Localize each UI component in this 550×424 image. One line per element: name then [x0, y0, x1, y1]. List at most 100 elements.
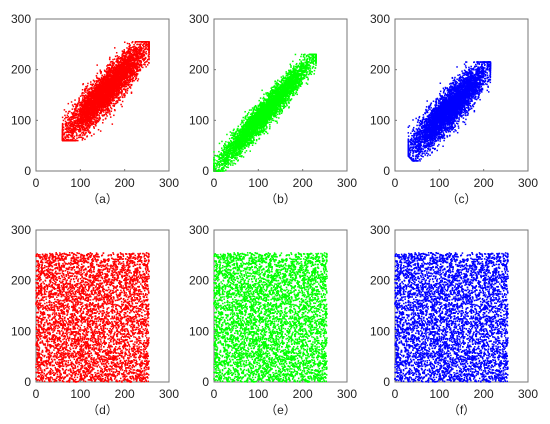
data-point: [124, 95, 126, 97]
data-point: [106, 84, 108, 86]
data-point: [102, 103, 104, 105]
data-point: [130, 73, 132, 75]
data-point: [103, 88, 105, 90]
data-point: [102, 92, 104, 94]
data-point: [148, 50, 150, 52]
data-point: [113, 81, 115, 83]
data-point: [125, 75, 127, 77]
data-point: [137, 80, 139, 82]
data-point: [95, 99, 97, 101]
data-point: [95, 124, 97, 126]
data-point: [86, 104, 88, 106]
data-point: [121, 90, 123, 92]
data-point: [108, 80, 110, 82]
data-point: [95, 122, 97, 124]
data-point: [63, 134, 65, 136]
data-point: [132, 50, 134, 52]
data-point: [112, 72, 114, 74]
data-point: [100, 104, 102, 106]
data-point: [67, 136, 69, 138]
data-point: [113, 78, 115, 80]
data-point: [111, 103, 113, 105]
data-point: [110, 78, 112, 80]
data-point: [105, 118, 107, 120]
data-point: [116, 87, 118, 89]
data-point: [132, 73, 134, 75]
data-point: [113, 86, 115, 88]
data-point: [93, 102, 95, 104]
data-point: [85, 108, 87, 110]
data-point: [91, 124, 93, 126]
data-point: [114, 94, 116, 96]
data-point: [141, 41, 143, 43]
data-point: [81, 137, 83, 139]
data-point: [137, 55, 139, 57]
data-point: [115, 90, 117, 92]
data-point: [78, 135, 80, 137]
data-point: [108, 69, 110, 71]
data-point: [106, 98, 108, 100]
data-point: [129, 65, 131, 67]
data-point: [80, 122, 82, 124]
data-point: [84, 128, 86, 130]
data-point: [118, 69, 120, 71]
data-point: [77, 117, 79, 119]
data-point: [129, 84, 131, 86]
data-point: [92, 112, 94, 114]
data-point: [142, 67, 144, 69]
data-point: [107, 109, 109, 111]
data-point: [103, 101, 105, 103]
data-point: [126, 65, 128, 67]
data-point: [117, 65, 119, 67]
data-point: [71, 121, 73, 123]
data-point: [131, 49, 133, 51]
data-point: [100, 130, 102, 132]
data-point: [123, 82, 125, 84]
data-point: [75, 107, 77, 109]
data-point: [74, 121, 76, 123]
data-point: [115, 61, 117, 63]
data-point: [74, 99, 76, 101]
data-point: [65, 128, 67, 130]
data-point: [70, 125, 72, 127]
data-point: [119, 88, 121, 90]
data-point: [118, 61, 120, 63]
data-point: [79, 114, 81, 116]
data-point: [132, 53, 134, 55]
data-point: [136, 75, 138, 77]
data-point: [64, 140, 66, 142]
data-point: [141, 47, 143, 49]
data-point: [62, 129, 64, 131]
data-point: [138, 59, 140, 61]
data-point: [95, 101, 97, 103]
data-point: [82, 121, 84, 123]
data-point: [108, 109, 110, 111]
data-point: [94, 112, 96, 114]
data-point: [85, 89, 87, 91]
data-point: [73, 120, 75, 122]
data-point: [121, 87, 123, 89]
data-point: [122, 96, 124, 98]
data-point: [135, 41, 137, 43]
data-point: [129, 78, 131, 80]
data-point: [109, 58, 111, 60]
data-point: [113, 64, 115, 66]
data-point: [85, 132, 87, 134]
data-point: [72, 104, 74, 106]
data-point: [140, 56, 142, 58]
data-point: [122, 70, 124, 72]
data-point: [91, 99, 93, 101]
data-point: [139, 64, 141, 66]
data-point: [91, 121, 93, 123]
data-point: [117, 102, 119, 104]
data-point: [90, 107, 92, 109]
data-point: [137, 66, 139, 68]
data-point: [74, 128, 76, 130]
data-point: [91, 98, 93, 100]
data-point: [121, 92, 123, 94]
data-point: [105, 76, 107, 78]
data-point: [106, 68, 108, 70]
data-point: [77, 105, 79, 107]
data-point: [123, 73, 125, 75]
